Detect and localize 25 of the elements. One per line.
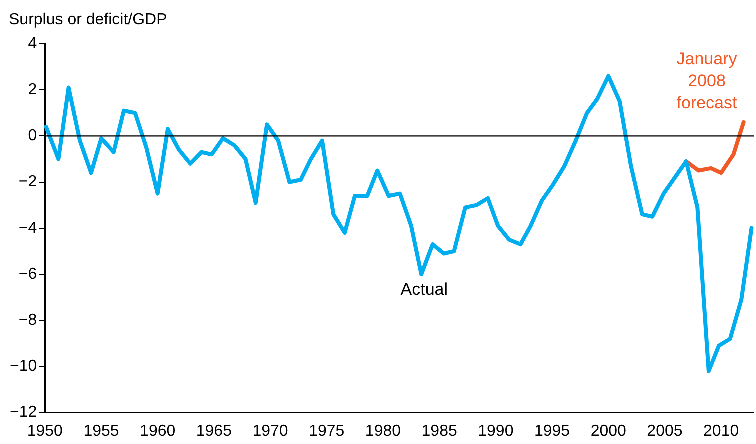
y-tick-label: −6 [18,266,38,283]
x-tick-label: 1950 [27,422,64,440]
y-axis-title: Surplus or deficit/GDP [9,11,168,28]
x-tick-label: 1985 [422,422,458,440]
y-tick-label: 2 [28,82,38,99]
y-tick-label: −4 [18,220,38,237]
x-tick-label: 1995 [534,422,570,440]
x-tick-label: 2005 [647,422,683,440]
x-tick-label: 1955 [84,422,120,440]
y-tick-label: −8 [18,312,38,330]
y-tick-label: −2 [18,174,38,191]
x-tick-label: 1965 [196,422,232,440]
x-tick-label: 1990 [478,422,514,440]
x-tick-label: 2010 [704,422,740,440]
x-tick-label: 1960 [140,422,176,440]
series-label: Actual [400,280,448,300]
y-tick-label: 0 [28,128,38,145]
series-label: January 2008 forecast [676,50,738,113]
y-tick-label: 4 [28,35,38,52]
x-tick-label: 1970 [252,422,288,440]
y-tick-label: −12 [10,404,38,422]
x-tick-label: 1980 [365,422,402,440]
x-tick-label: 1975 [309,422,345,440]
x-tick-label: 2000 [590,422,627,440]
y-tick-label: −10 [10,358,38,376]
